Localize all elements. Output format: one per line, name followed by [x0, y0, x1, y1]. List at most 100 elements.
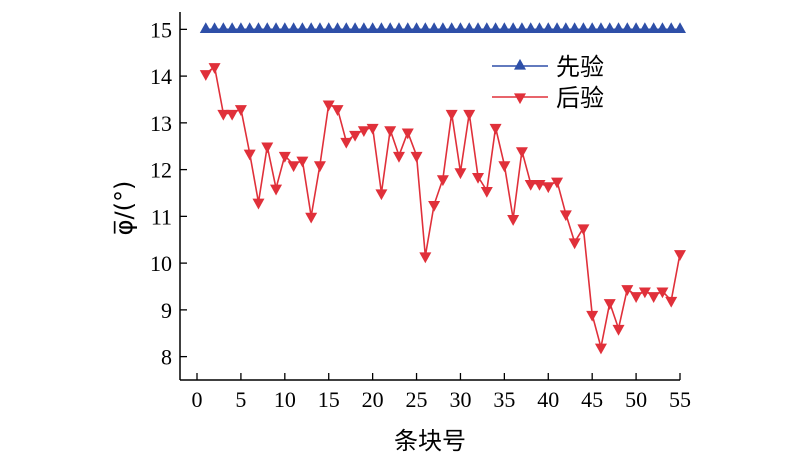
data-point-posterior: [270, 184, 283, 196]
data-point-posterior: [234, 105, 247, 116]
data-point-prior: [568, 22, 581, 34]
plot-area: 8 9 10 11 12 13 14 15 0 5 10 15 20 25 30 35 40 45 50 55: [150, 12, 691, 412]
data-point-posterior: [296, 156, 309, 168]
series-layer: [199, 22, 686, 355]
data-point-prior: [621, 22, 634, 34]
data-point-posterior: [349, 130, 362, 142]
data-point-posterior: [313, 161, 326, 173]
legend-label-prior: 先验: [556, 53, 604, 81]
data-point-posterior: [674, 250, 686, 261]
data-point-posterior: [392, 151, 405, 163]
data-point-posterior: [463, 109, 476, 121]
x-axis-title: 条块号: [394, 427, 466, 455]
y-tick-label: 11: [151, 204, 172, 229]
data-point-posterior: [322, 100, 335, 112]
data-point-prior: [594, 22, 607, 34]
x-tick-label: 50: [625, 387, 647, 412]
data-point-posterior: [375, 189, 388, 201]
data-point-posterior: [243, 149, 256, 161]
data-point-posterior: [638, 287, 651, 299]
data-point-posterior: [436, 175, 449, 187]
data-point-prior: [270, 22, 283, 34]
data-point-posterior: [401, 128, 414, 140]
data-point-prior: [252, 22, 265, 34]
data-point-posterior: [480, 186, 493, 198]
x-tick-label: 40: [537, 387, 559, 412]
x-ticks: 0 5 10 15 20 25 30 35 40 45 50 55: [192, 373, 691, 412]
data-point-prior: [234, 22, 247, 34]
data-point-prior: [392, 22, 405, 34]
data-point-posterior: [603, 299, 616, 310]
x-tick-label: 45: [581, 387, 603, 412]
data-point-prior: [208, 22, 221, 34]
data-point-prior: [199, 22, 212, 34]
data-point-posterior: [594, 343, 607, 355]
y-tick-label: 8: [161, 345, 172, 370]
data-point-posterior: [507, 215, 520, 226]
data-point-prior: [515, 22, 528, 34]
data-point-posterior: [647, 292, 660, 303]
data-point-prior: [638, 22, 651, 34]
data-point-posterior: [252, 198, 265, 210]
data-point-posterior: [630, 292, 643, 303]
data-point-posterior: [340, 137, 353, 149]
data-point-posterior: [551, 177, 564, 189]
data-point-prior: [419, 22, 432, 34]
data-point-posterior: [445, 109, 458, 121]
y-tick-label: 10: [150, 251, 172, 276]
data-point-posterior: [287, 161, 300, 173]
data-point-posterior: [568, 238, 581, 250]
data-point-posterior: [524, 179, 537, 191]
data-point-prior: [410, 22, 423, 34]
data-point-prior: [340, 22, 353, 34]
data-point-posterior: [226, 109, 239, 121]
x-tick-label: 35: [493, 387, 515, 412]
data-point-prior: [384, 22, 397, 34]
data-point-prior: [542, 22, 555, 34]
data-point-posterior: [542, 182, 555, 194]
data-point-posterior: [577, 224, 590, 236]
data-point-posterior: [384, 126, 397, 137]
data-point-posterior: [278, 151, 291, 163]
data-point-prior: [313, 22, 326, 34]
data-point-prior: [586, 22, 599, 34]
data-point-prior: [656, 22, 669, 34]
x-tick-label: 30: [449, 387, 471, 412]
data-point-posterior: [410, 151, 423, 163]
y-tick-label: 14: [150, 64, 172, 89]
y-tick-label: 12: [150, 158, 172, 183]
series-prior: [199, 22, 686, 34]
data-point-prior: [287, 22, 300, 34]
legend-label-posterior: 后验: [556, 84, 604, 112]
data-point-posterior: [305, 212, 318, 224]
y-ticks: 8 9 10 11 12 13 14 15: [150, 17, 187, 370]
data-point-posterior: [454, 168, 467, 180]
data-point-posterior: [472, 172, 485, 184]
data-point-prior: [551, 22, 564, 34]
data-point-prior: [217, 22, 230, 34]
data-point-prior: [243, 22, 256, 34]
x-tick-label: 20: [362, 387, 384, 412]
data-point-prior: [366, 22, 379, 34]
series-posterior: [199, 63, 686, 355]
data-point-prior: [674, 22, 686, 34]
data-point-prior: [577, 22, 590, 34]
data-point-posterior: [559, 210, 572, 222]
data-point-prior: [480, 22, 493, 34]
data-point-prior: [445, 22, 458, 34]
data-point-prior: [322, 22, 335, 34]
data-point-prior: [305, 22, 318, 34]
data-point-prior: [647, 22, 660, 34]
data-point-prior: [436, 22, 449, 34]
data-point-posterior: [199, 70, 212, 81]
data-point-posterior: [357, 126, 370, 137]
data-point-prior: [489, 22, 502, 34]
data-point-prior: [559, 22, 572, 34]
data-point-prior: [533, 22, 546, 34]
legend: 先验 后验: [492, 53, 604, 112]
data-point-posterior: [498, 161, 511, 173]
data-point-prior: [428, 22, 441, 34]
data-point-prior: [357, 22, 370, 34]
data-point-prior: [349, 22, 362, 34]
